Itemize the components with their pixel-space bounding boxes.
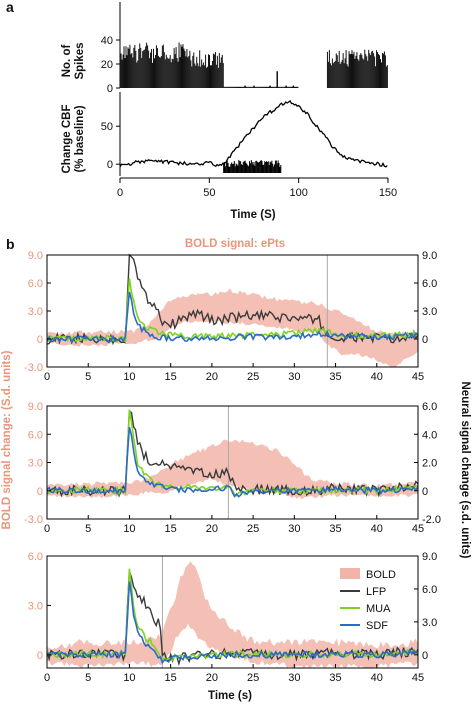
x-tick-label: 0 <box>44 523 50 535</box>
left-y-tick-label: -3.0 <box>24 514 43 526</box>
series-line-mua <box>46 278 419 345</box>
left-y-tick-label: 9.0 <box>28 401 43 413</box>
cbf-y-tick-label: 0 <box>107 159 113 171</box>
spikes-ylabel-line2: Spikes <box>74 42 86 79</box>
right-y-tick-label: 0 <box>422 334 428 346</box>
left-y-tick-label: 6.0 <box>28 551 43 563</box>
panel-a-x-tick-label: 50 <box>203 187 215 199</box>
right-y-tick-label: 3.0 <box>422 306 437 318</box>
x-tick-label: 10 <box>123 523 135 535</box>
panel-b-label: b <box>6 236 15 252</box>
left-y-tick-label: 0 <box>37 486 43 498</box>
spikes-ylabel-line1: No. of <box>61 45 73 78</box>
series-line-lfp <box>46 409 419 498</box>
right-y-tick-label: 9.0 <box>422 551 437 563</box>
right-y-tick-label: 0 <box>422 486 428 498</box>
legend-label: LFP <box>366 586 386 598</box>
left-y-tick-label: 3.0 <box>28 306 43 318</box>
legend-label: BOLD <box>366 569 396 581</box>
panel-a-xlabel: Time (S) <box>230 209 275 221</box>
left-y-tick-label: -3.0 <box>24 362 43 374</box>
left-y-tick-label: 3.0 <box>28 600 43 612</box>
spikes-y-tick-label: 20 <box>101 59 113 71</box>
x-tick-label: 35 <box>329 672 341 684</box>
panel-a-x-tick-label: 0 <box>117 187 123 199</box>
series-line-sdf <box>46 291 419 344</box>
spikes-y-tick-label: 0 <box>107 83 113 95</box>
x-tick-label: 30 <box>288 672 300 684</box>
left-y-tick-label: 9.0 <box>28 250 43 262</box>
x-tick-label: 25 <box>247 672 259 684</box>
x-tick-label: 45 <box>412 672 424 684</box>
cbf-trace <box>119 99 388 168</box>
panel-b-title: BOLD signal: ePts <box>185 238 285 250</box>
neural-right-axis-label: Neural signal change (s.d. units) <box>459 381 471 558</box>
x-tick-label: 20 <box>206 523 218 535</box>
left-y-tick-label: 3.0 <box>28 458 43 470</box>
cbf-ylabel-line2: (% baseline) <box>74 105 86 172</box>
bold-envelope <box>47 439 418 500</box>
right-y-tick-label: 2.0 <box>422 458 437 470</box>
x-tick-label: 0 <box>44 371 50 383</box>
x-tick-label: 20 <box>206 371 218 383</box>
x-tick-label: 25 <box>247 523 259 535</box>
x-tick-label: 45 <box>412 371 424 383</box>
x-tick-label: 10 <box>123 672 135 684</box>
panel-a-label: a <box>6 0 14 15</box>
right-y-tick-label: 4.0 <box>422 429 437 441</box>
x-tick-label: 5 <box>85 672 91 684</box>
cbf-y-tick-label: 50 <box>101 121 113 133</box>
right-y-tick-label: -2.0 <box>422 514 441 526</box>
x-tick-label: 30 <box>288 371 300 383</box>
legend-label: SDF <box>366 620 388 632</box>
right-y-tick-label: 6.0 <box>422 278 437 290</box>
right-y-tick-label: 3.0 <box>422 617 437 629</box>
x-tick-label: 15 <box>165 672 177 684</box>
bold-envelope <box>47 561 418 668</box>
x-tick-label: 0 <box>44 672 50 684</box>
cbf-ylabel-line1: Change CBF <box>61 105 73 174</box>
x-tick-label: 15 <box>165 371 177 383</box>
left-y-tick-label: 6.0 <box>28 278 43 290</box>
panel-a-x-tick-label: 100 <box>289 187 307 199</box>
right-y-tick-label: 0 <box>422 650 428 662</box>
series-line-sdf <box>46 581 419 665</box>
panel-a-x-tick-label: 150 <box>379 187 397 199</box>
bold-left-axis-label: BOLD signal change: (S.d. units) <box>1 350 13 529</box>
plot-frame <box>46 555 419 669</box>
x-tick-label: 45 <box>412 523 424 535</box>
x-tick-label: 35 <box>329 371 341 383</box>
x-tick-label: 40 <box>371 371 383 383</box>
right-y-tick-label: 6.0 <box>422 401 437 413</box>
panel-b-xlabel: Time (s) <box>208 690 252 702</box>
x-tick-label: 25 <box>247 371 259 383</box>
x-tick-label: 15 <box>165 523 177 535</box>
x-tick-label: 5 <box>85 523 91 535</box>
x-tick-label: 10 <box>123 371 135 383</box>
x-tick-label: 35 <box>329 523 341 535</box>
x-tick-label: 5 <box>85 371 91 383</box>
x-tick-label: 40 <box>371 672 383 684</box>
right-y-tick-label: 6.0 <box>422 584 437 596</box>
x-tick-label: 20 <box>206 672 218 684</box>
left-y-tick-label: 0 <box>37 334 43 346</box>
legend-label: MUA <box>366 603 391 615</box>
left-y-tick-label: 6.0 <box>28 429 43 441</box>
x-tick-label: 40 <box>371 523 383 535</box>
x-tick-label: 30 <box>288 523 300 535</box>
spikes-y-tick-label: 40 <box>101 35 113 47</box>
bold-envelope <box>47 288 418 367</box>
legend-swatch-bold <box>340 568 360 579</box>
series-line-sdf <box>46 427 419 498</box>
left-y-tick-label: 0 <box>37 650 43 662</box>
right-y-tick-label: 9.0 <box>422 250 437 262</box>
